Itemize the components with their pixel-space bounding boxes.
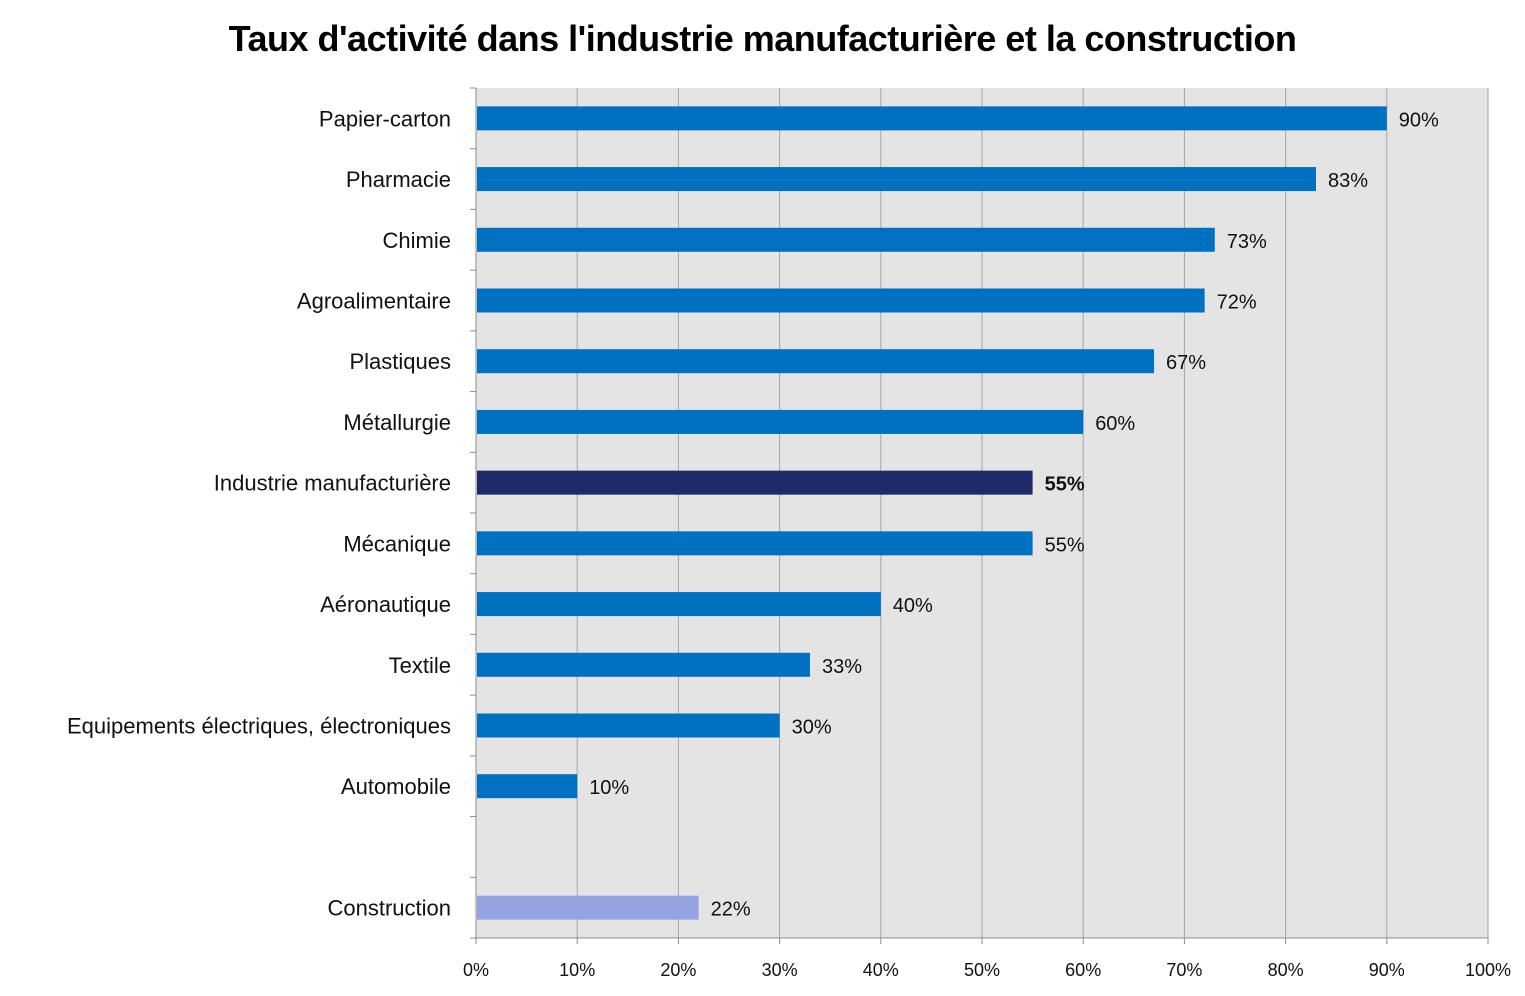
data-label: 22%	[711, 899, 751, 921]
bar	[477, 652, 810, 677]
x-tick-label: 60%	[1065, 960, 1101, 980]
data-label: 60%	[1095, 413, 1135, 435]
category-label: Industrie manufacturière	[214, 471, 451, 496]
bar	[477, 774, 578, 799]
x-tick-label: 0%	[463, 960, 489, 980]
bar	[477, 106, 1387, 131]
x-tick-label: 40%	[863, 960, 899, 980]
data-label: 72%	[1217, 292, 1257, 314]
category-label: Pharmacie	[346, 167, 451, 192]
data-label: 67%	[1166, 352, 1206, 374]
x-tick-label: 20%	[660, 960, 696, 980]
category-label: Aéronautique	[320, 592, 451, 617]
bar	[477, 227, 1215, 252]
x-tick-label: 50%	[964, 960, 1000, 980]
bar	[477, 167, 1316, 192]
category-label: Mécanique	[343, 531, 451, 556]
data-label: 40%	[893, 595, 933, 617]
x-tick-label: 70%	[1166, 960, 1202, 980]
x-tick-label: 100%	[1465, 960, 1511, 980]
x-tick-label: 90%	[1369, 960, 1405, 980]
category-label: Automobile	[341, 774, 451, 799]
data-label: 33%	[822, 656, 862, 678]
bar	[477, 288, 1205, 313]
category-label: Métallurgie	[343, 410, 451, 435]
data-label: 55%	[1045, 534, 1085, 556]
bar	[477, 409, 1084, 434]
bar	[477, 713, 780, 738]
data-label: 90%	[1399, 109, 1439, 131]
data-label: 55%	[1045, 474, 1085, 496]
bar	[477, 895, 699, 920]
bar	[477, 592, 881, 617]
data-label: 10%	[589, 777, 629, 799]
value-labels: 90% 83% 73% 72% 67% 60% 55% 55% 40% 33% 30% 10% 22%	[589, 109, 1439, 920]
category-label: Plastiques	[349, 349, 451, 374]
x-tick-label: 30%	[762, 960, 798, 980]
category-label: Equipements électriques, électroniques	[67, 714, 451, 739]
category-labels: Papier-carton Pharmacie Chimie Agroalimenta…	[67, 106, 451, 920]
axes	[470, 87, 1489, 944]
bar	[477, 531, 1033, 556]
x-tick-label: 80%	[1268, 960, 1304, 980]
data-label: 83%	[1328, 170, 1368, 192]
bar	[477, 470, 1033, 495]
bars	[477, 106, 1387, 920]
data-label: 73%	[1227, 231, 1267, 253]
x-tick-labels: 0% 10% 20% 30% 40% 50% 60% 70% 80% 90% 100%	[463, 960, 1511, 980]
category-label: Construction	[327, 896, 451, 921]
category-label: Agroalimentaire	[297, 289, 451, 314]
data-label: 30%	[792, 717, 832, 739]
category-label: Textile	[389, 653, 451, 678]
bar	[477, 349, 1155, 374]
x-tick-label: 10%	[559, 960, 595, 980]
category-label: Chimie	[383, 228, 451, 253]
category-label: Papier-carton	[319, 106, 451, 131]
chart-title: Taux d'activité dans l'industrie manufac…	[228, 18, 1297, 59]
